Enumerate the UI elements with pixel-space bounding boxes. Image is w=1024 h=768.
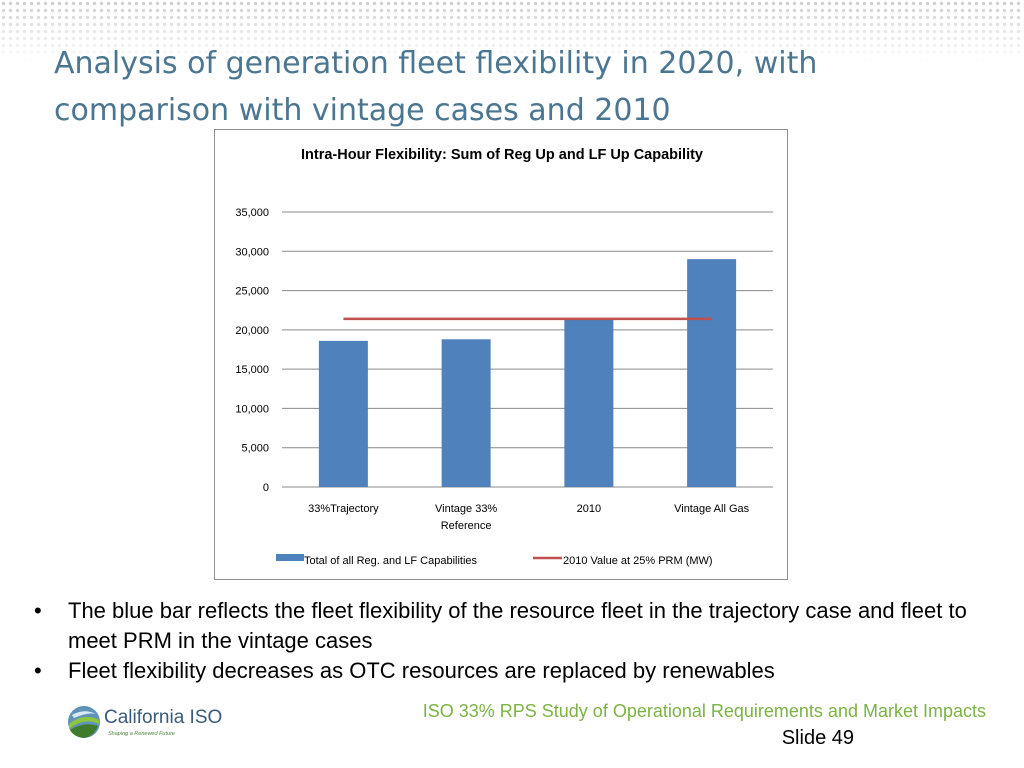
logo-text: California ISO xyxy=(104,707,223,728)
y-tick-label: 35,000 xyxy=(235,207,269,219)
bullet-text: Fleet flexibility decreases as OTC resou… xyxy=(68,658,775,683)
california-iso-logo: California ISO Shaping a Renewed Future xyxy=(66,704,256,744)
x-tick-label: Reference xyxy=(441,520,492,532)
chart-title: Intra-Hour Flexibility: Sum of Reg Up an… xyxy=(301,147,703,163)
x-tick-label: Vintage All Gas xyxy=(674,503,750,515)
logo-tagline: Shaping a Renewed Future xyxy=(108,731,175,737)
chart-container: Intra-Hour Flexibility: Sum of Reg Up an… xyxy=(214,129,788,580)
y-tick-label: 30,000 xyxy=(235,246,269,258)
y-tick-label: 25,000 xyxy=(235,286,269,298)
bar-chart: 0 5,000 10,000 15,000 20,000 25,000 30,000 35,0… xyxy=(235,207,773,567)
legend-label: 2010 Value at 25% PRM (MW) xyxy=(563,555,713,567)
y-tick-label: 15,000 xyxy=(235,364,269,376)
bar xyxy=(564,318,614,487)
slide-number: Slide 49 xyxy=(781,727,854,749)
bar xyxy=(441,339,491,487)
logo-globe-icon xyxy=(68,706,100,738)
bar xyxy=(318,340,368,487)
x-tick-label: 2010 xyxy=(577,503,601,515)
x-tick-label: 33%Trajectory xyxy=(308,503,379,515)
y-tick-label: 5,000 xyxy=(241,443,269,455)
legend-swatch-bar xyxy=(276,554,304,561)
bullet-icon: • xyxy=(34,598,42,623)
bar xyxy=(687,259,737,487)
header-dot-pattern xyxy=(0,0,1024,62)
bullet-item: • Fleet flexibility decreases as OTC reso… xyxy=(30,656,1010,686)
y-tick-label: 20,000 xyxy=(235,325,269,337)
bullet-item: • The blue bar reflects the fleet flexibi… xyxy=(30,596,1010,656)
x-tick-label: Vintage 33% xyxy=(435,503,497,515)
bullet-text: The blue bar reflects the fleet flexibil… xyxy=(68,598,967,653)
bullet-list: • The blue bar reflects the fleet flexibi… xyxy=(30,596,1010,686)
y-tick-label: 10,000 xyxy=(235,403,269,415)
bullet-icon: • xyxy=(34,658,42,683)
footer-text: ISO 33% RPS Study of Operational Require… xyxy=(422,701,986,721)
slide-title: Analysis of generation fleet flexibility… xyxy=(54,46,818,128)
legend-label: Total of all Reg. and LF Capabilities xyxy=(304,555,478,567)
y-tick-label: 0 xyxy=(263,482,269,494)
